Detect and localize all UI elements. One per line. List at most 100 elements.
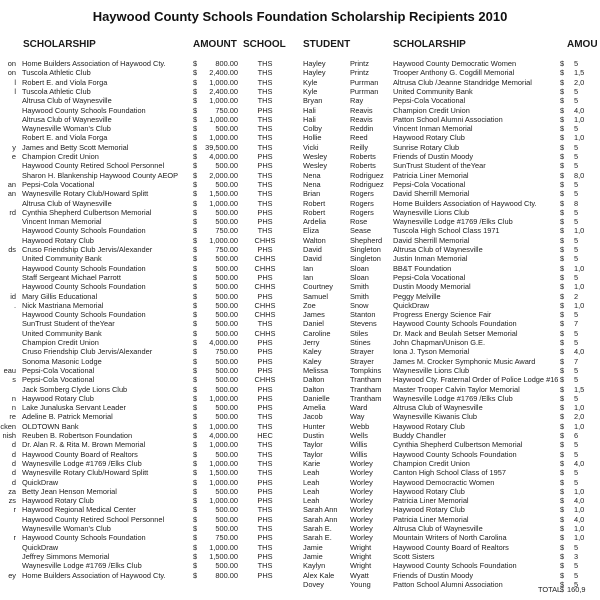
student-first-name: Ardelia xyxy=(303,217,327,227)
amount: 1,000.00 xyxy=(209,440,238,450)
school: PHS xyxy=(257,477,273,487)
table-row: Haywood County Schools Foundation $500.00… xyxy=(0,264,600,273)
name-fragment: y xyxy=(12,142,16,152)
student-first-name: Hunter xyxy=(303,421,326,431)
student-last-name: Willis xyxy=(350,449,368,459)
school: THS xyxy=(257,133,273,143)
currency-symbol: $ xyxy=(193,226,198,236)
amount: 1,000.00 xyxy=(209,421,238,431)
student-last-name: Way xyxy=(350,412,365,422)
table-row: Haywood County Schools Foundation $750.00… xyxy=(0,226,600,235)
total-currency: $ xyxy=(560,585,565,594)
currency-symbol: $ xyxy=(193,235,198,245)
table-row: re Adeline B. Patrick Memorial $500.00 THS xyxy=(0,412,600,421)
student-first-name: Nena xyxy=(303,179,321,189)
student-first-name: Samuel xyxy=(303,291,329,301)
scholarship-name: Waynesville Kiwanis Club xyxy=(393,412,477,422)
name-fragment: n xyxy=(11,403,16,413)
school: THS xyxy=(257,505,273,515)
currency-symbol: $ xyxy=(560,245,565,254)
student-first-name: Vicki xyxy=(303,142,319,152)
student-first-name: Courtney xyxy=(303,282,333,292)
amount: 1,0 xyxy=(574,524,585,533)
table-row: Altrusa Club of Waynesville $1,000.00 THS xyxy=(0,199,600,208)
school: PHS xyxy=(257,570,273,580)
amount: 500.00 xyxy=(215,217,238,227)
scholarship-name: Friends of Dustin Moody xyxy=(393,152,474,161)
school: PHS xyxy=(257,533,273,543)
currency-symbol: $ xyxy=(560,291,565,301)
student-last-name: Worley xyxy=(350,514,373,524)
scholarship-name: Adeline B. Patrick Memorial xyxy=(22,412,113,422)
currency-symbol: $ xyxy=(560,263,565,273)
student-first-name: Brian xyxy=(303,189,321,199)
amount: 750.00 xyxy=(215,533,238,543)
student-first-name: Daniel xyxy=(303,319,324,329)
table-row: Jack Somberg Clyde Lions Club $500.00 PHS xyxy=(0,385,600,394)
student-first-name: Ian xyxy=(303,272,314,282)
name-fragment: re xyxy=(9,412,16,422)
scholarship-name: Scott Sisters xyxy=(393,551,435,561)
scholarship-name: Waynesville Lodge #1769 /Elks Club xyxy=(22,561,142,571)
scholarship-name: David Sherrill Memorial xyxy=(393,189,470,199)
school: PHS xyxy=(257,161,273,171)
student-last-name: Stanton xyxy=(350,310,376,320)
amount: 2,0 xyxy=(574,77,585,87)
currency-symbol: $ xyxy=(193,272,198,282)
currency-symbol: $ xyxy=(560,542,565,552)
amount: 4,0 xyxy=(574,347,585,357)
currency-symbol: $ xyxy=(193,124,198,134)
currency-symbol: $ xyxy=(560,486,565,496)
student-first-name: Alex Kale xyxy=(303,570,335,580)
scholarship-name: Robert E. and Viola Forga xyxy=(22,133,108,143)
student-last-name: Wells xyxy=(350,431,368,440)
currency-symbol: $ xyxy=(560,514,565,524)
table-row: Hayley Printz Trooper Anthony G. Cogdill M… xyxy=(0,68,600,77)
table-row: y James and Betty Scott Memorial $39,500.0… xyxy=(0,143,600,152)
currency-symbol: $ xyxy=(560,226,565,236)
table-row: Champion Credit Union $4,000.00 PHS xyxy=(0,338,600,347)
student-last-name: Shepherd xyxy=(350,235,383,245)
table-row: Haywood County Schools Foundation $500.00… xyxy=(0,310,600,319)
student-last-name: Wright xyxy=(350,542,372,552)
amount: 500.00 xyxy=(215,300,238,310)
currency-symbol: $ xyxy=(560,365,565,375)
amount: 500.00 xyxy=(215,291,238,301)
scholarship-name: Haywood County Democratic Women xyxy=(393,59,517,68)
scholarship-name: Altrusa Club of Waynesville xyxy=(22,198,112,208)
school: CHHS xyxy=(254,235,276,245)
table-row: eau Pepsi-Cola Vocational $500.00 PHS xyxy=(0,366,600,375)
student-first-name: Jacob xyxy=(303,412,323,422)
scholarship-name: Pepsi-Cola Vocational xyxy=(393,272,466,282)
school: PHS xyxy=(257,393,273,403)
scholarship-name: Champion Credit Union xyxy=(393,458,470,468)
student-last-name: Worley xyxy=(350,458,373,468)
amount: 500.00 xyxy=(215,384,238,394)
school: THS xyxy=(257,421,273,431)
currency-symbol: $ xyxy=(193,496,198,506)
currency-symbol: $ xyxy=(193,338,198,347)
scholarship-name: James M. Crocker Symphonic Music Award xyxy=(393,356,536,366)
name-fragment: za xyxy=(8,486,16,496)
amount: 5 xyxy=(574,393,579,403)
currency-symbol: $ xyxy=(193,412,198,422)
currency-symbol: $ xyxy=(193,486,198,496)
student-first-name: Eliza xyxy=(303,226,320,236)
scholarship-name: Haywood County Schools Foundation xyxy=(393,319,517,329)
table-row: Brian Rogers David Sherrill Memorial $5 xyxy=(0,189,600,198)
currency-symbol: $ xyxy=(193,533,198,543)
currency-symbol: $ xyxy=(193,179,198,189)
table-row: Zoe Snow QuickDraw $1,0 xyxy=(0,301,600,310)
school: THS xyxy=(257,96,273,106)
scholarship-name: Waynesville Lions Club xyxy=(393,365,470,375)
student-last-name: Stines xyxy=(350,338,371,347)
header-amount-left: AMOUNT xyxy=(193,39,237,50)
table-row: Kaley Strayer James M. Crocker Symphonic M… xyxy=(0,357,600,366)
table-row: Alex Kale Wyatt Friends of Dustin Moody $5 xyxy=(0,571,600,580)
currency-symbol: $ xyxy=(560,458,565,468)
currency-symbol: $ xyxy=(193,263,198,273)
amount: 500.00 xyxy=(215,207,238,217)
currency-symbol: $ xyxy=(193,393,198,403)
currency-symbol: $ xyxy=(560,319,565,329)
scholarship-name: Haywood County Board of Realtors xyxy=(22,449,138,459)
